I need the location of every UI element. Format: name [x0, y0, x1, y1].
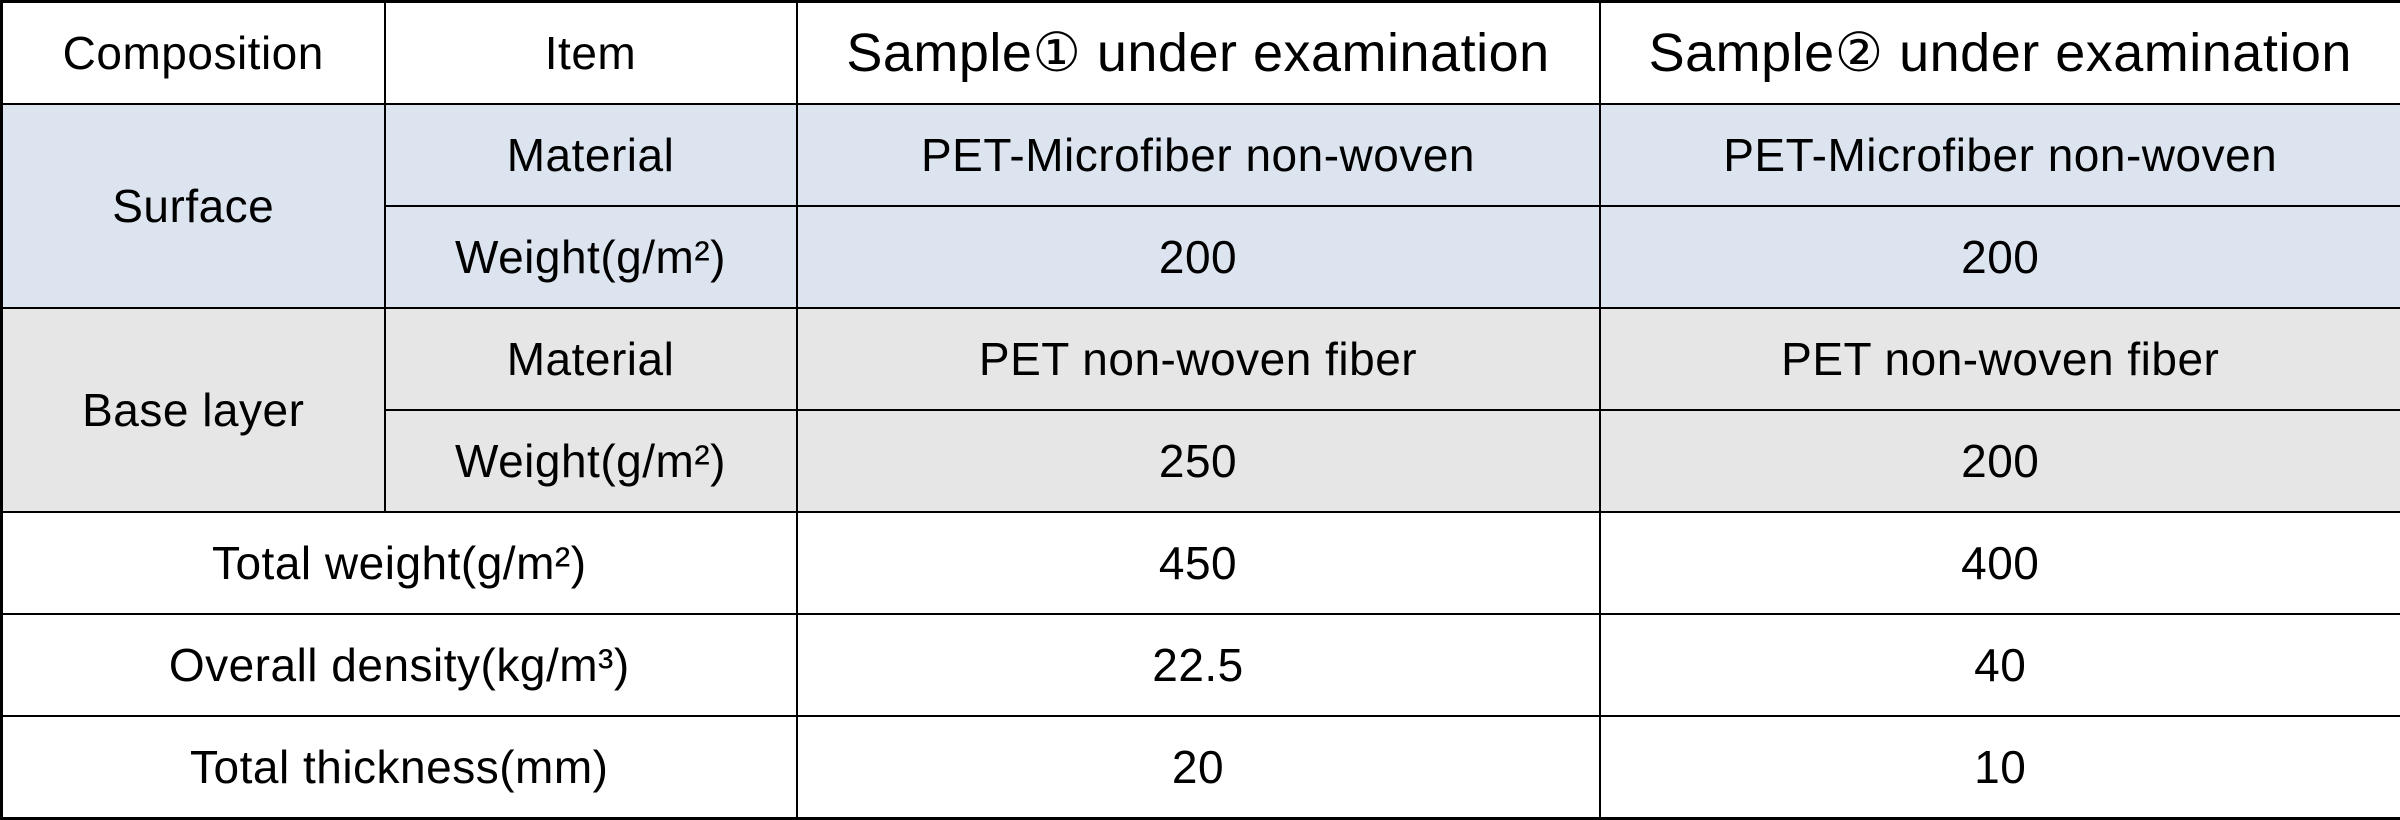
total-label: Total weight(g/m²)	[0, 511, 798, 616]
header-row: Composition Item Sample① under examinati…	[0, 0, 2400, 105]
group-row: Weight(g/m²) 250 200	[1, 408, 2400, 514]
value-cell: 200	[1598, 204, 2400, 309]
total-label: Total thickness(mm)	[0, 715, 798, 820]
item-cell: Weight(g/m²)	[383, 408, 798, 514]
value-cell: 40	[1598, 613, 2400, 718]
value-cell: 10	[1598, 715, 2400, 820]
value-cell: PET-Microfiber non-woven	[795, 102, 1601, 207]
total-row: Total thickness(mm) 20 10	[0, 715, 2400, 820]
group-row: Surface Material PET-Microfiber non-woven P…	[0, 102, 2400, 309]
value-cell: PET non-woven fiber	[1598, 306, 2400, 412]
value-cell: 20	[795, 715, 1601, 820]
value-cell: 450	[795, 511, 1601, 616]
total-label: Overall density(kg/m³)	[0, 613, 798, 718]
group-row: Weight(g/m²) 200 200	[1, 204, 2400, 309]
item-cell: Material	[383, 102, 798, 207]
total-row: Total weight(g/m²) 450 400	[0, 511, 2400, 616]
header-cell: Sample② under examination	[1598, 0, 2400, 105]
header-cell: Composition	[0, 0, 386, 105]
value-cell: 250	[795, 408, 1601, 514]
group-label: Base layer	[0, 306, 386, 514]
group-label: Surface	[0, 102, 386, 309]
value-cell: PET-Microfiber non-woven	[1598, 102, 2400, 207]
header-cell: Sample① under examination	[795, 0, 1601, 105]
total-row: Overall density(kg/m³) 22.5 40	[0, 613, 2400, 718]
value-cell: 200	[1598, 408, 2400, 514]
value-cell: 22.5	[795, 613, 1601, 718]
group-row: Base layer Material PET non-woven fiber PET…	[0, 306, 2400, 514]
value-cell: 400	[1598, 511, 2400, 616]
value-cell: 200	[795, 204, 1601, 309]
item-cell: Material	[383, 306, 798, 412]
header-cell: Item	[383, 0, 798, 105]
value-cell: PET non-woven fiber	[795, 306, 1601, 412]
item-cell: Weight(g/m²)	[383, 204, 798, 309]
